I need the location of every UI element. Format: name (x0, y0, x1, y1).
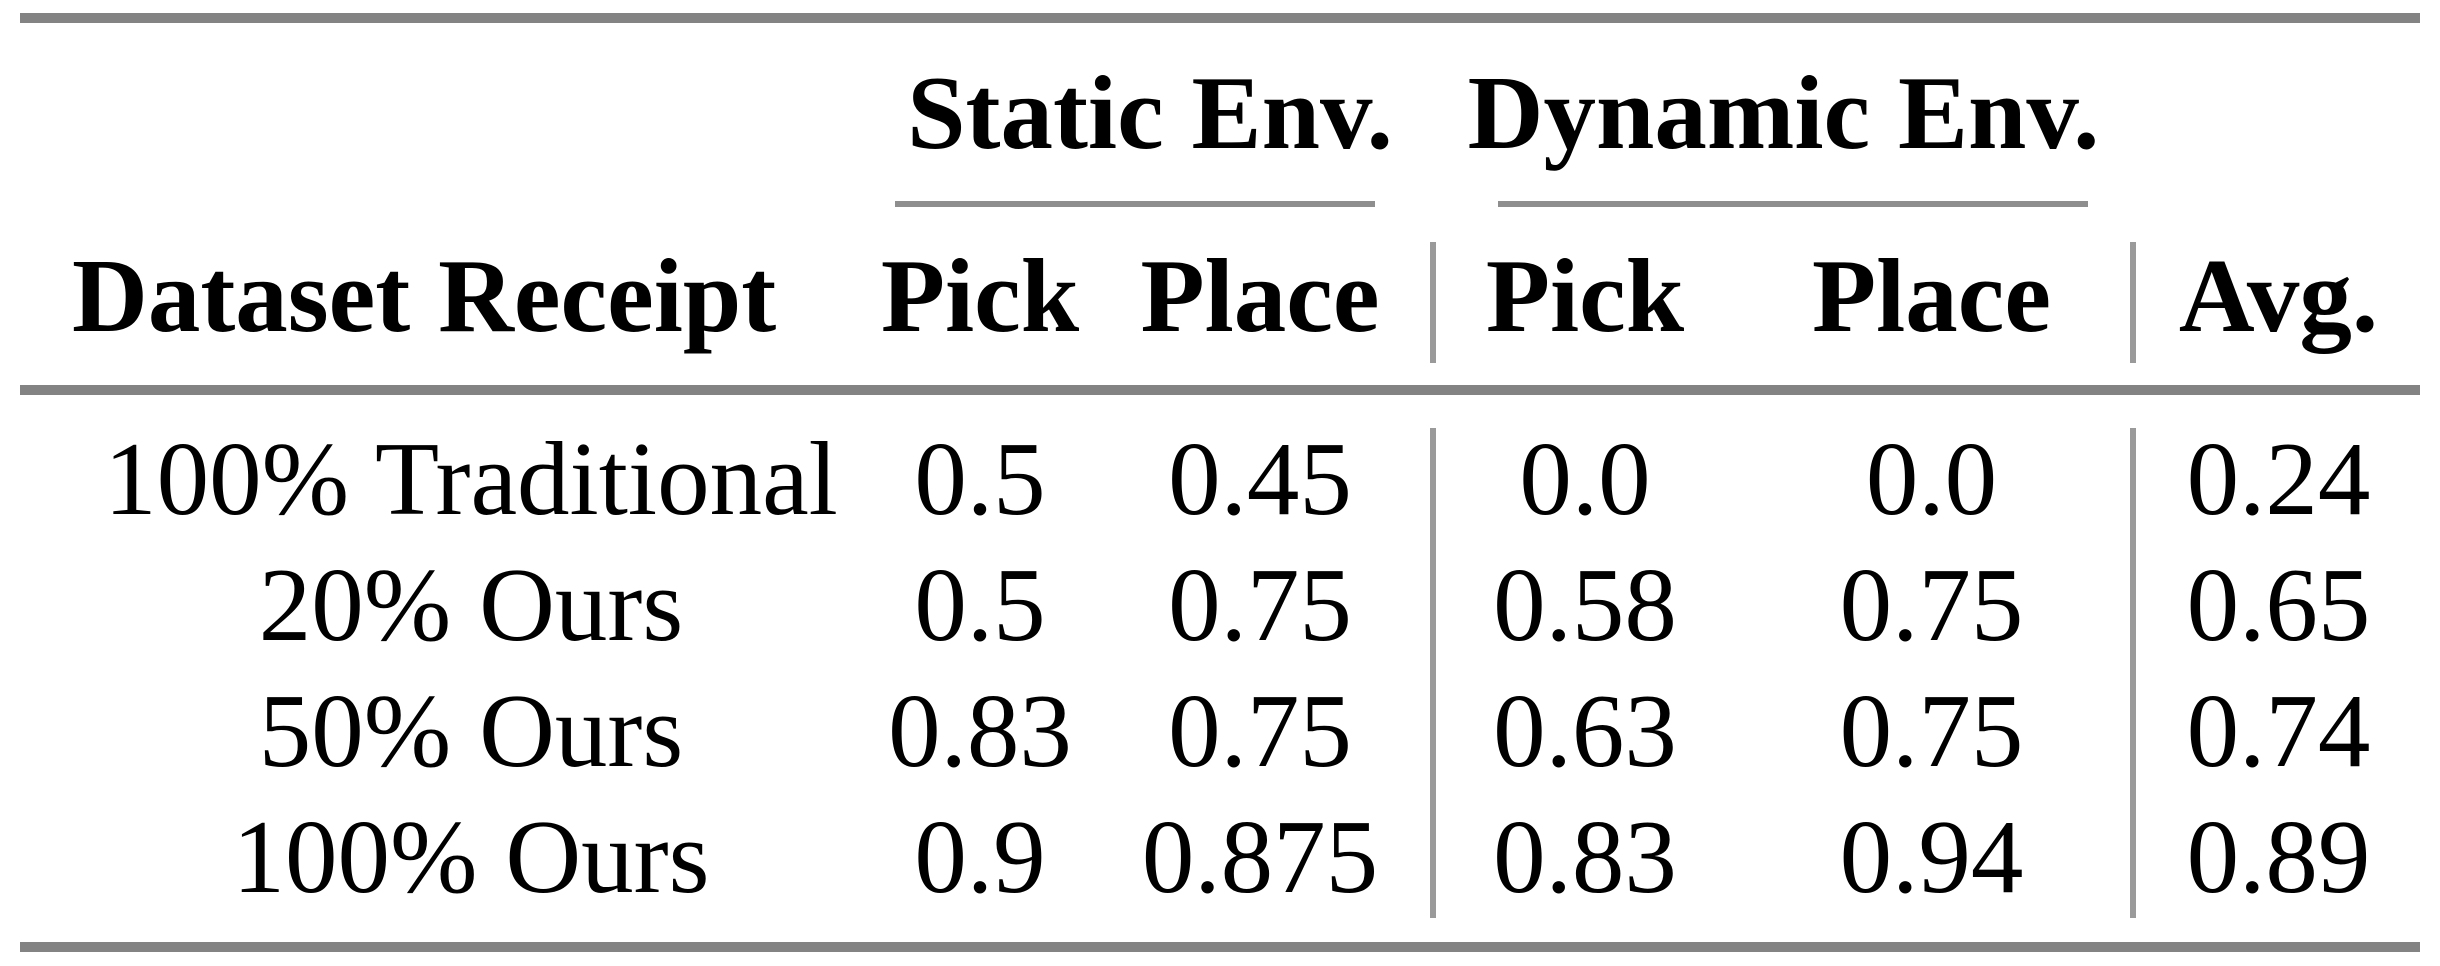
cell-static-pick: 0.83 (888, 671, 1072, 789)
col-header-static-pick: Pick (880, 237, 1080, 354)
col-header-avg: Avg. (2178, 237, 2379, 354)
col-header-dynamic-place: Place (1811, 237, 2052, 354)
cell-dynamic-place: 0.75 (1839, 671, 2024, 789)
static-env-cmidrule (895, 201, 1375, 207)
cell-dynamic-pick: 0.63 (1493, 671, 1677, 789)
cell-avg: 0.24 (2186, 419, 2371, 537)
dynamic-env-cmidrule (1498, 201, 2088, 207)
row-label: 20% Ours (258, 545, 684, 663)
cell-static-pick: 0.5 (914, 419, 1046, 537)
dynamic-env-group-header: Dynamic Env. (1467, 53, 2100, 171)
cell-static-pick: 0.5 (914, 545, 1046, 663)
cell-static-place: 0.75 (1168, 671, 1352, 789)
body-vertical-separator-2 (2130, 428, 2136, 918)
row-label: 100% Traditional (104, 419, 838, 537)
cell-avg: 0.65 (2186, 545, 2371, 663)
col-header-static-place: Place (1140, 237, 1380, 354)
row-label: 50% Ours (258, 671, 684, 789)
table-body: 100% Traditional 0.5 0.45 0.0 0.0 0.24 2… (20, 415, 2420, 919)
cell-static-pick: 0.9 (914, 797, 1046, 915)
cell-dynamic-place: 0.94 (1839, 797, 2024, 915)
body-vertical-separator-1 (1430, 428, 1436, 918)
cell-dynamic-place: 0.75 (1839, 545, 2024, 663)
header-vertical-separator-2 (2130, 242, 2136, 363)
top-rule (20, 13, 2420, 23)
cell-static-place: 0.75 (1168, 545, 1352, 663)
cell-static-place: 0.875 (1141, 797, 1379, 915)
header-vertical-separator-1 (1430, 242, 1436, 363)
header-body-separator-rule (20, 385, 2420, 395)
column-group-header-row: Static Env. Dynamic Env. (20, 23, 2420, 201)
cell-static-place: 0.45 (1168, 419, 1352, 537)
cell-avg: 0.89 (2186, 797, 2371, 915)
cell-dynamic-pick: 0.83 (1493, 797, 1677, 915)
col-header-dynamic-pick: Pick (1485, 237, 1685, 354)
column-header-row: Dataset Receipt Pick Place Pick Place Av… (20, 206, 2420, 385)
static-env-group-header: Static Env. (907, 53, 1393, 171)
cell-dynamic-pick: 0.58 (1493, 545, 1677, 663)
cell-avg: 0.74 (2186, 671, 2371, 789)
cell-dynamic-place: 0.0 (1865, 419, 1998, 537)
bottom-rule (20, 942, 2420, 952)
col-header-dataset-receipt: Dataset Receipt (72, 237, 777, 354)
row-label: 100% Ours (232, 797, 710, 915)
cell-dynamic-pick: 0.0 (1519, 419, 1651, 537)
